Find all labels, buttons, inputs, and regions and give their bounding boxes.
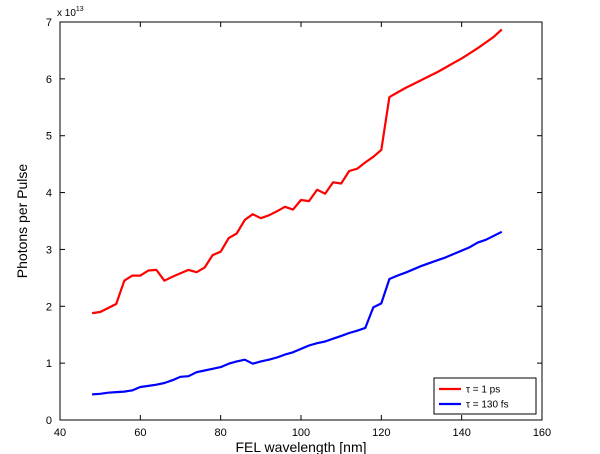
x-tick-label: 40: [54, 427, 66, 439]
x-tick-label: 60: [134, 427, 146, 439]
y-axis-title: Photons per Pulse: [14, 164, 30, 279]
y-tick-label: 2: [46, 301, 52, 313]
y-tick-label: 3: [46, 244, 52, 256]
legend-label-2: τ = 130 fs: [466, 400, 509, 411]
x-tick-label: 160: [533, 427, 551, 439]
ticks-layer: 40 60 80 100 120 140 160 0 1 2 3 4 5 6 7: [46, 17, 551, 439]
y-tick-label: 4: [46, 188, 52, 200]
x-tick-label: 80: [215, 427, 227, 439]
y-tick-label: 1: [46, 358, 52, 370]
x-tick-label: 100: [292, 427, 310, 439]
y-multiplier-base: x 10: [57, 8, 76, 19]
y-tick-label: 7: [46, 17, 52, 29]
y-axis-multiplier: x 1013: [57, 6, 84, 19]
legend-box: [433, 377, 537, 415]
series-layer: [91, 28, 503, 396]
series-line-2: [92, 230, 503, 396]
x-axis-title: FEL wavelength [nm]: [236, 439, 367, 454]
series-line-1: [91, 28, 503, 315]
x-tick-label: 120: [372, 427, 390, 439]
y-tick-label: 6: [46, 74, 52, 86]
y-tick-label: 5: [46, 131, 52, 143]
legend: τ = 1 ps τ = 130 fs: [433, 377, 537, 415]
y-multiplier-exponent: 13: [76, 6, 84, 13]
legend-label-1: τ = 1 ps: [466, 385, 500, 396]
x-tick-label: 140: [452, 427, 470, 439]
y-tick-label: 0: [46, 415, 52, 427]
